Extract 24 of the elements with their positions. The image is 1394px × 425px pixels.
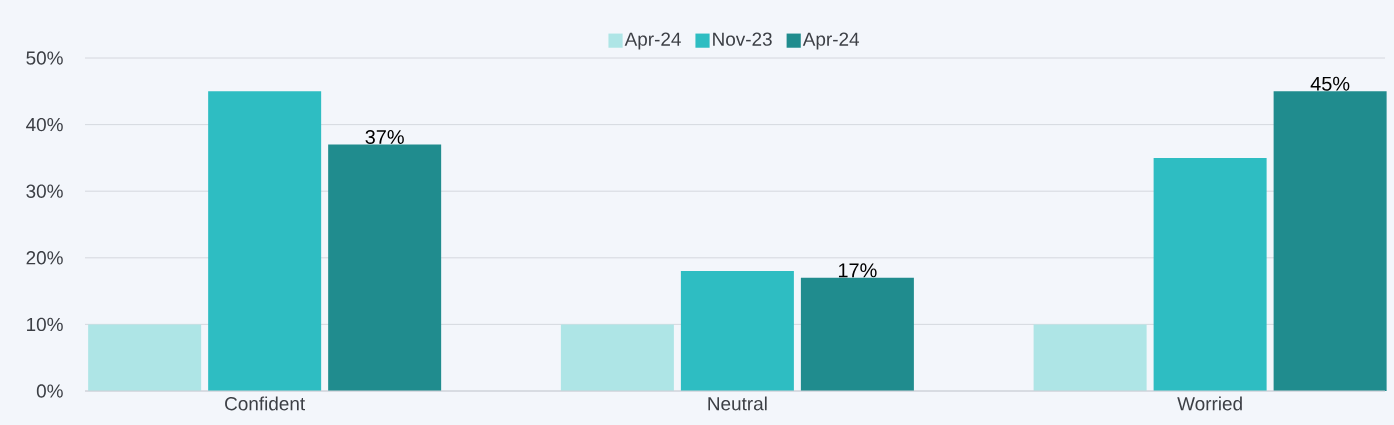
bar [1273, 91, 1387, 391]
data-label: 17% [838, 263, 877, 278]
x-tick-label: Worried [1177, 396, 1242, 411]
y-tick-label: 40% [26, 117, 63, 132]
legend-label: Nov-23 [713, 32, 772, 46]
bar [88, 324, 202, 391]
y-tick-label: 50% [26, 51, 63, 65]
data-label: 45% [1310, 76, 1350, 91]
bar [680, 271, 794, 391]
bar [328, 144, 442, 391]
bar [1153, 157, 1267, 391]
y-tick-label: 30% [26, 184, 63, 198]
y-tick-label: 0% [36, 384, 63, 398]
y-tick-label: 10% [27, 317, 63, 332]
bar [800, 277, 914, 391]
bar [560, 324, 674, 391]
bar [1033, 324, 1147, 391]
x-tick-label: Neutral [708, 396, 767, 411]
data-label: 37% [365, 129, 404, 145]
y-tick-label: 20% [26, 251, 63, 265]
bar [208, 91, 322, 391]
x-tick-label: Confident [225, 396, 306, 411]
legend-label: Apr-24 [624, 32, 681, 50]
legend-label: Apr-24 [802, 32, 860, 50]
